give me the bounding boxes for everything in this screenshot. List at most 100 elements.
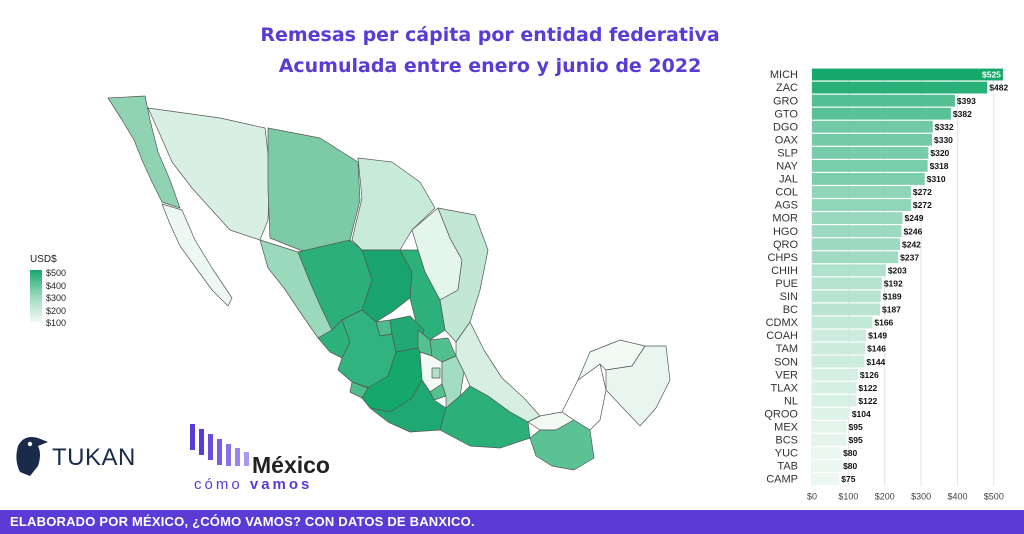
category-label: BCS <box>775 435 798 447</box>
category-label: GRO <box>773 95 799 107</box>
x-tick-label: $400 <box>947 492 967 502</box>
data-label: $122 <box>858 383 877 393</box>
mexico-choropleth-map <box>107 95 671 471</box>
data-label: $192 <box>884 278 903 288</box>
legend-tick: $100 <box>46 318 67 329</box>
bar <box>812 146 929 159</box>
legend-title: USD$ <box>30 254 57 265</box>
data-label: $330 <box>934 135 953 145</box>
data-label: $332 <box>935 122 954 132</box>
category-label: TLAX <box>770 382 798 394</box>
mexico-como-vamos-logo: México cómo vamos <box>186 424 376 494</box>
bar <box>812 407 850 420</box>
bar <box>812 264 886 277</box>
category-label: SLP <box>777 147 798 159</box>
category-label: DGO <box>773 121 799 133</box>
title-line-2: Acumulada entre enero y junio de 2022 <box>278 55 702 77</box>
bar <box>812 120 933 133</box>
legend-gradient <box>30 270 42 322</box>
category-label: HGO <box>773 226 799 238</box>
bar <box>812 316 873 329</box>
toucan-icon <box>16 437 48 476</box>
bar <box>812 368 858 381</box>
bar <box>812 342 866 355</box>
data-label: $525 <box>982 70 1001 80</box>
category-label: SON <box>774 356 798 368</box>
map-state-son <box>147 107 271 241</box>
bar <box>812 447 842 459</box>
category-label: MICH <box>770 69 798 81</box>
data-label: $482 <box>989 83 1008 93</box>
data-label: $149 <box>868 331 887 341</box>
category-label: TAM <box>776 343 798 355</box>
map-state-bc <box>107 95 181 209</box>
footer-banner: ELABORADO POR MÉXICO, ¿CÓMO VAMOS? CON D… <box>0 510 1024 534</box>
mexico-wordmark: México <box>252 452 330 478</box>
category-label: ZAC <box>776 82 798 94</box>
map-state-camp <box>561 363 607 431</box>
bar <box>812 159 928 172</box>
bar <box>812 238 900 251</box>
vamos-text: vamos <box>249 476 313 493</box>
map-state-chps <box>529 419 595 471</box>
x-tick-label: $100 <box>838 492 858 502</box>
category-label: QRO <box>773 239 799 251</box>
category-label: CHIH <box>771 265 798 277</box>
data-label: $189 <box>883 292 902 302</box>
legend-tick: $300 <box>46 293 67 304</box>
category-label: PUE <box>775 278 798 290</box>
como-vamos-wordmark: cómo vamos <box>194 476 312 493</box>
category-label: QROO <box>764 408 798 420</box>
data-label: $104 <box>852 409 871 419</box>
x-tick-label: $500 <box>984 492 1004 502</box>
data-label: $237 <box>900 252 919 262</box>
map-state-tam <box>437 207 489 343</box>
data-label: $242 <box>902 239 921 249</box>
bar <box>812 329 867 342</box>
bar <box>812 173 925 185</box>
data-label: $272 <box>913 200 932 210</box>
category-label: SIN <box>780 291 798 303</box>
x-tick-label: $0 <box>807 492 817 502</box>
data-label: $320 <box>930 148 949 158</box>
map-state-chih <box>267 127 361 256</box>
bar <box>812 277 882 290</box>
bar <box>812 355 865 368</box>
data-label: $95 <box>849 435 863 445</box>
bar <box>812 186 911 198</box>
bar <box>812 290 881 303</box>
chart-title: Remesas per cápita por entidad federativ… <box>180 20 800 82</box>
category-label: NAY <box>776 161 798 173</box>
category-label: JAL <box>779 174 798 186</box>
data-label: $318 <box>930 161 949 171</box>
data-label: $126 <box>860 370 879 380</box>
bars-logo-icon <box>190 424 249 466</box>
legend-tick: $500 <box>46 268 67 278</box>
category-label: TAB <box>777 461 798 473</box>
data-label: $80 <box>843 448 857 458</box>
category-label: NL <box>784 395 798 407</box>
map-state-coah <box>351 157 436 251</box>
tukan-wordmark: TUKAN <box>52 444 136 471</box>
map-state-qroo <box>605 345 671 427</box>
bar <box>812 68 1003 81</box>
data-label: $272 <box>913 187 932 197</box>
como-text: cómo <box>194 476 243 493</box>
x-tick-label: $200 <box>875 492 895 502</box>
title-line-1: Remesas per cápita por entidad federativ… <box>260 24 720 46</box>
bar <box>812 81 988 94</box>
legend-tick: $200 <box>46 305 67 316</box>
bar <box>812 212 903 224</box>
data-label: $80 <box>843 461 857 471</box>
bar <box>812 394 857 407</box>
bar-chart: $0 $100 $200 $300 $400 $500 MICH $525 ZAC $482 GRO… <box>764 68 1008 502</box>
category-label: CDMX <box>766 317 799 329</box>
category-label: MOR <box>772 213 798 225</box>
data-label: $95 <box>849 422 863 432</box>
category-label: MEX <box>774 422 799 434</box>
data-label: $246 <box>903 226 922 236</box>
legend-ticks: $500 $400 $300 $200 $100 <box>46 267 66 330</box>
category-label: COAH <box>766 330 798 342</box>
bar <box>812 251 899 264</box>
tukan-logo: TUKAN <box>12 432 142 482</box>
